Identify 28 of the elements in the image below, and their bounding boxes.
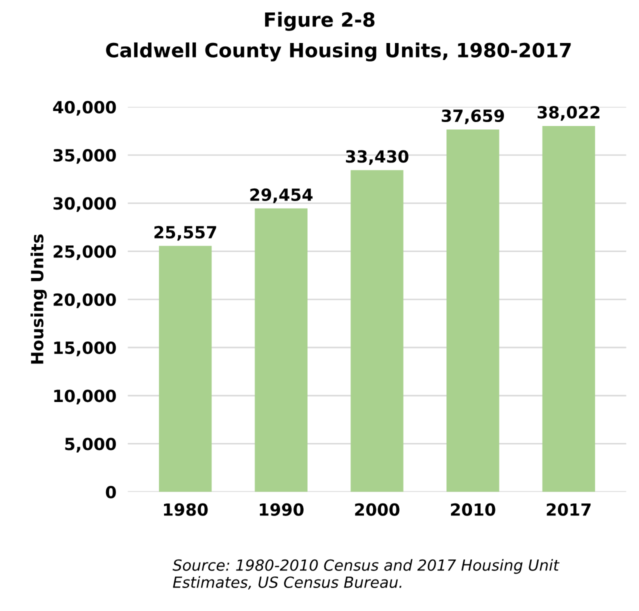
y-tick-label: 25,000 (54, 245, 116, 260)
data-label: 25,557 (154, 226, 216, 241)
y-tick-label: 10,000 (54, 390, 116, 404)
bar (158, 246, 212, 492)
y-tick-label: 20,000 (54, 293, 116, 308)
y-tick-label: 0 (106, 486, 116, 498)
data-label: 33,430 (346, 150, 408, 165)
bar (446, 129, 500, 492)
y-tick-label: 40,000 (53, 100, 116, 116)
bar (350, 170, 404, 492)
y-tick-label: 15,000 (54, 341, 116, 356)
x-tick-label: 1980 (164, 503, 208, 516)
data-label: 29,454 (250, 188, 313, 204)
y-tick-label: 5,000 (65, 438, 116, 452)
bar (254, 208, 308, 492)
x-tick-label: 1990 (260, 503, 304, 516)
data-label: 38,022 (538, 106, 600, 121)
y-axis-title: Housing Units (30, 234, 47, 364)
x-tick-label: 2017 (546, 503, 591, 516)
y-tick-label: 35,000 (53, 149, 116, 164)
x-tick-label: 2000 (355, 503, 400, 516)
data-label: 37,659 (442, 109, 504, 124)
chart-title: Figure 2-8 (265, 12, 374, 31)
x-tick-label: 2010 (450, 503, 496, 516)
chart-subtitle: Caldwell County Housing Units, 1980-2017 (106, 42, 571, 62)
bar (542, 126, 596, 492)
y-tick-label: 30,000 (53, 197, 116, 212)
source-note: Source: 1980-2010 Census and 2017 Housing Unit Estimates, US Census Bureau. (172, 559, 560, 590)
